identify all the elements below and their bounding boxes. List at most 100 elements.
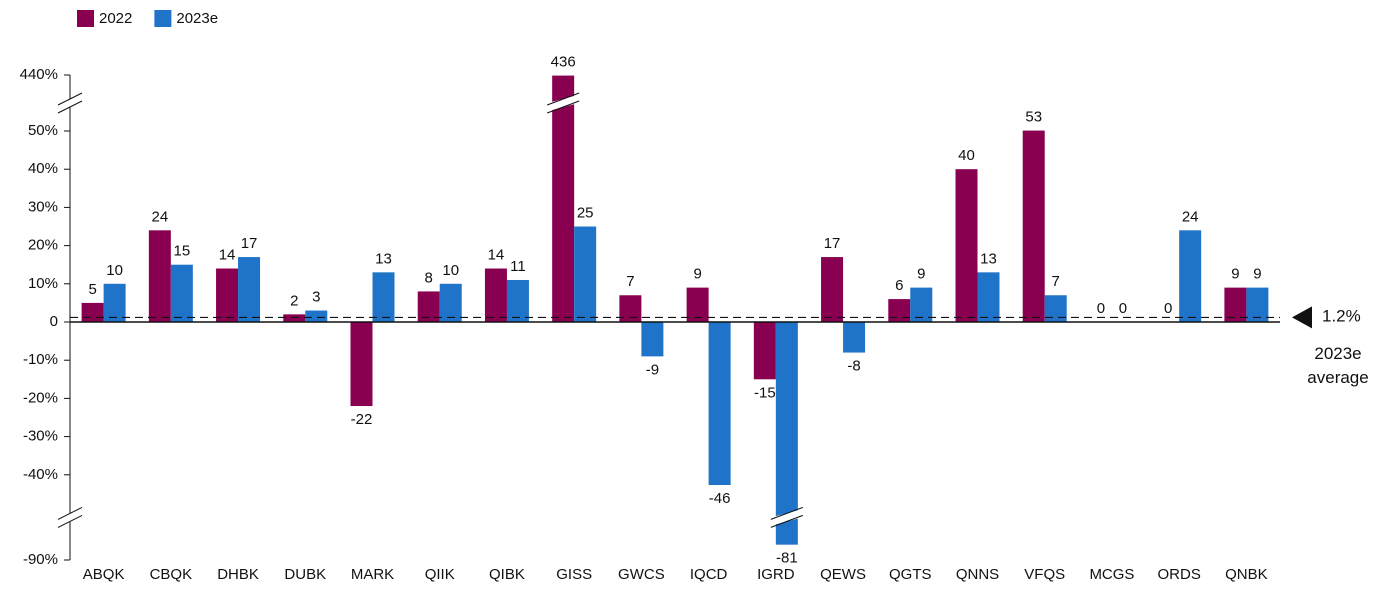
- bar: [148, 230, 171, 322]
- bar: [708, 322, 731, 486]
- data-label: 10: [442, 262, 459, 279]
- y-tick-label: -10%: [23, 351, 58, 368]
- x-tick-label: MARK: [351, 566, 394, 583]
- legend-swatch: [77, 10, 94, 27]
- y-tick-label: 50%: [28, 122, 58, 139]
- data-label: 5: [88, 281, 96, 298]
- axis-break: [57, 506, 83, 520]
- bar: [170, 264, 193, 322]
- data-label: -8: [847, 358, 860, 375]
- data-label: 436: [551, 54, 576, 71]
- data-label: -9: [646, 361, 659, 378]
- bar: [910, 287, 933, 322]
- data-label: 7: [1052, 273, 1060, 290]
- y-tick-label: 440%: [20, 66, 58, 83]
- data-label: -81: [776, 550, 798, 567]
- data-label: -15: [754, 384, 776, 401]
- bar: [1224, 287, 1247, 322]
- data-label: 3: [312, 289, 320, 306]
- bar: [372, 272, 395, 322]
- bar: [552, 75, 575, 322]
- data-label: 9: [917, 266, 925, 283]
- data-label: 40: [958, 147, 975, 164]
- data-label: 9: [1253, 266, 1261, 283]
- bar: [977, 272, 1000, 322]
- average-note: 2023e average: [1307, 344, 1369, 387]
- bar: [619, 295, 642, 322]
- data-label: 13: [980, 250, 997, 267]
- bar: [843, 322, 866, 353]
- bar: [103, 283, 126, 322]
- data-label: 10: [106, 262, 123, 279]
- data-label: 17: [241, 235, 258, 252]
- bar: [1246, 287, 1269, 322]
- axis-break: [57, 514, 83, 528]
- bar: [439, 283, 462, 322]
- y-tick-label: -30%: [23, 428, 58, 445]
- x-tick-label: ABQK: [83, 566, 125, 583]
- bar: [238, 257, 261, 322]
- x-tick-label: QGTS: [889, 566, 932, 583]
- data-label: 24: [151, 208, 168, 225]
- data-label: 0: [1097, 300, 1105, 317]
- data-label: 15: [173, 243, 190, 260]
- x-tick-label: QIIK: [425, 566, 455, 583]
- data-label: 0: [1119, 300, 1127, 317]
- bar: [1044, 295, 1067, 322]
- bar: [417, 291, 440, 322]
- bar: [484, 268, 507, 322]
- bar: [81, 302, 104, 322]
- x-tick-label: CBQK: [150, 566, 193, 583]
- axis-break: [546, 100, 580, 114]
- y-tick-label: 40%: [28, 160, 58, 177]
- legend-label: 2023e: [176, 10, 218, 27]
- data-label: 6: [895, 277, 903, 294]
- y-tick-label: 30%: [28, 198, 58, 215]
- bar: [888, 299, 911, 322]
- bar: [350, 322, 373, 407]
- axis-break-gap: [770, 509, 804, 526]
- y-tick-label: -40%: [23, 466, 58, 483]
- x-tick-label: IGRD: [757, 566, 795, 583]
- average-label: 1.2%: [1322, 306, 1361, 325]
- x-tick-label: GISS: [556, 566, 592, 583]
- axis-break: [770, 514, 804, 528]
- legend-swatch: [154, 10, 172, 27]
- data-label: -46: [709, 490, 731, 507]
- x-tick-label: QNNS: [956, 566, 999, 583]
- data-label: 7: [626, 273, 634, 290]
- y-tick-label: -90%: [23, 551, 58, 568]
- axis-break-gap: [57, 510, 83, 525]
- y-tick-label: -20%: [23, 389, 58, 406]
- bar: [641, 322, 664, 357]
- y-tick-label: 20%: [28, 237, 58, 254]
- bar: [506, 279, 529, 322]
- data-label: 8: [425, 269, 433, 286]
- axis-break: [57, 100, 83, 114]
- bar: [686, 287, 709, 322]
- data-label: -22: [351, 411, 373, 428]
- x-tick-label: DUBK: [284, 566, 326, 583]
- data-label: 53: [1025, 109, 1042, 126]
- data-label: 25: [577, 204, 594, 221]
- data-label: 14: [219, 246, 236, 263]
- axis-break-gap: [546, 94, 580, 112]
- x-tick-label: QNBK: [1225, 566, 1268, 583]
- legend-label: 2022: [99, 10, 132, 27]
- data-label: 2: [290, 292, 298, 309]
- bar: [753, 322, 776, 380]
- axis-break: [57, 92, 83, 106]
- data-label: 9: [693, 266, 701, 283]
- data-label: 24: [1182, 208, 1199, 225]
- data-label: 9: [1231, 266, 1239, 283]
- bar: [283, 314, 306, 322]
- x-tick-label: IQCD: [690, 566, 728, 583]
- x-tick-label: VFQS: [1024, 566, 1065, 583]
- bar: [955, 169, 978, 322]
- data-label: 13: [375, 250, 392, 267]
- axis-break: [546, 92, 580, 106]
- bar: [305, 310, 328, 322]
- x-tick-label: DHBK: [217, 566, 259, 583]
- x-tick-label: GWCS: [618, 566, 665, 583]
- y-tick-label: 10%: [28, 275, 58, 292]
